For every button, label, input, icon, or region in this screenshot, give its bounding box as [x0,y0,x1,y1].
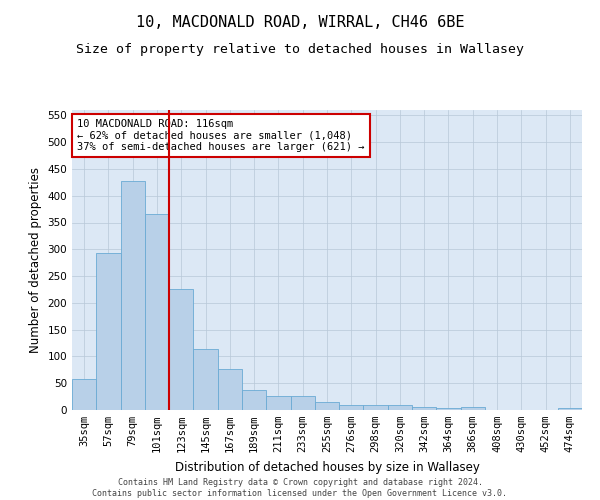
Bar [412,407,436,410]
Bar [193,350,218,410]
Text: 10 MACDONALD ROAD: 116sqm
← 62% of detached houses are smaller (1,048)
37% of se: 10 MACDONALD ROAD: 116sqm ← 62% of detac… [77,119,365,152]
Bar [436,408,461,410]
Bar [266,396,290,410]
X-axis label: Distribution of detached houses by size in Wallasey: Distribution of detached houses by size … [175,460,479,473]
Bar [96,253,121,410]
Bar [145,214,169,410]
Text: 10, MACDONALD ROAD, WIRRAL, CH46 6BE: 10, MACDONALD ROAD, WIRRAL, CH46 6BE [136,15,464,30]
Bar [218,370,242,410]
Bar [461,407,485,410]
Bar [315,402,339,410]
Bar [72,380,96,410]
Bar [364,404,388,410]
Bar [242,390,266,410]
Text: Contains HM Land Registry data © Crown copyright and database right 2024.
Contai: Contains HM Land Registry data © Crown c… [92,478,508,498]
Bar [169,290,193,410]
Text: Size of property relative to detached houses in Wallasey: Size of property relative to detached ho… [76,42,524,56]
Bar [339,404,364,410]
Y-axis label: Number of detached properties: Number of detached properties [29,167,42,353]
Bar [388,404,412,410]
Bar [558,408,582,410]
Bar [121,180,145,410]
Bar [290,396,315,410]
